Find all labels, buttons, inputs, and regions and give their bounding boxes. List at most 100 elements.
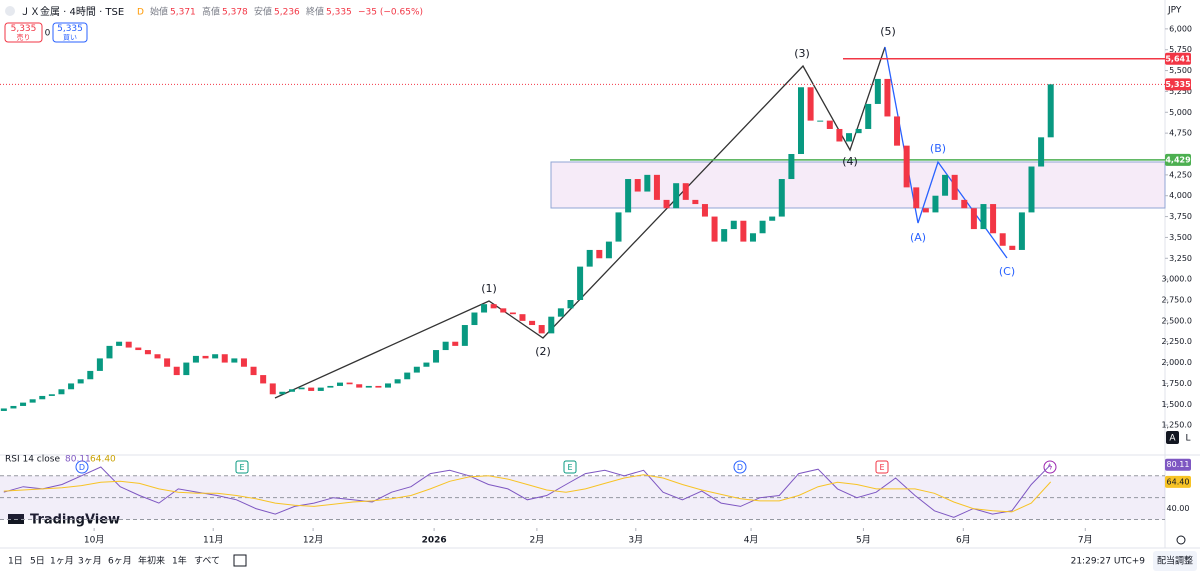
ohlc-label: 始値 [150,6,168,18]
buy-button[interactable] [52,22,88,43]
candle [1047,84,1054,138]
event-label: D [737,463,743,472]
candle [673,183,680,209]
candle [481,304,488,313]
candle [279,391,286,395]
candle [903,145,910,188]
currency: JPY [1167,6,1182,16]
last-price-label: 5,335 [1165,80,1191,89]
period-button[interactable]: 1ヶ月 [50,556,74,567]
period-button[interactable]: 3ヶ月 [78,556,102,567]
calendar-icon[interactable] [233,554,247,567]
y-tick-label: 5,250 [1169,87,1192,96]
candle [894,116,901,146]
candle [471,312,478,326]
period-button[interactable]: 6ヶ月 [108,556,132,567]
event-icon[interactable] [875,460,889,474]
candle [596,249,603,259]
candle [797,87,804,154]
y-tick-label: 5,750 [1169,45,1192,54]
event-icon[interactable] [563,460,577,474]
period-button[interactable]: 1年 [172,555,187,567]
sell-button[interactable] [4,22,43,43]
candle [577,266,584,300]
event-icon[interactable] [235,460,249,474]
rsi-tag-label: 64.40 [1167,477,1190,486]
candle [433,350,440,363]
wave-label: (3) [794,47,810,60]
log-label[interactable]: L [1185,434,1190,444]
candle [20,402,27,406]
spread: 0 [45,29,51,39]
candle [452,341,459,346]
x-tick-label: 7月 [1078,535,1093,546]
candle [375,385,382,388]
candle [317,387,324,391]
candle [308,387,315,391]
candle [557,308,564,317]
candle [932,195,939,213]
candle [778,179,785,217]
candle [58,389,65,395]
candle [884,78,891,117]
candle [394,379,401,384]
candle [106,345,113,359]
candle [817,120,824,122]
brand-logo [8,514,24,524]
period-button[interactable]: 5日 [30,556,45,567]
event-icon[interactable] [733,460,747,474]
candle [1018,212,1025,250]
candle [874,78,881,104]
brand: TradingView [30,513,120,528]
candle [125,341,132,348]
candle [356,384,363,388]
rsi-tag [1165,458,1191,471]
candle [192,355,199,363]
change: −35 (−0.65%) [358,8,423,18]
candle [682,183,689,200]
candle [423,362,430,367]
sell-price: 5,335 [11,24,37,34]
candle [1009,245,1016,250]
y-tick-label: 4,000 [1169,191,1192,200]
candle [1038,137,1045,167]
x-tick-label: 11月 [203,535,223,546]
candle [548,316,555,334]
candle [87,370,94,380]
candle [999,233,1006,246]
level-tag-label: 4,429 [1165,155,1191,164]
candle [529,320,536,326]
rsi-header-value: 80.11 [65,455,91,465]
period-button[interactable]: 1日 [8,556,23,567]
candle [653,174,660,200]
candle [250,366,257,376]
auto-button[interactable] [1166,431,1179,444]
ohlc-value: 5,371 [170,8,196,18]
settings-icon[interactable] [1176,535,1186,545]
candle [48,394,55,396]
candle [0,408,7,411]
event-label: D [79,463,85,472]
candle [39,395,46,400]
period-button[interactable]: 年初来 [138,555,165,567]
wave-label: (5) [880,25,896,38]
y-tick-label: 5,000 [1169,108,1192,117]
candle [260,375,267,384]
adjust: 配当調整 [1157,555,1193,567]
event-icon[interactable] [1043,460,1057,474]
event-icon[interactable] [75,460,89,474]
candle [961,199,968,209]
candle [759,220,766,234]
candle [10,405,17,409]
candle [951,174,958,200]
sell-label: 売り [17,33,31,42]
x-tick-label: 4月 [744,535,759,546]
period-button[interactable]: すべて [194,556,220,567]
zone-box [550,161,1166,209]
candle [519,314,526,321]
candle [68,383,75,390]
y-tick-label: 5,500 [1169,66,1192,75]
adjust-button[interactable] [1153,551,1197,571]
